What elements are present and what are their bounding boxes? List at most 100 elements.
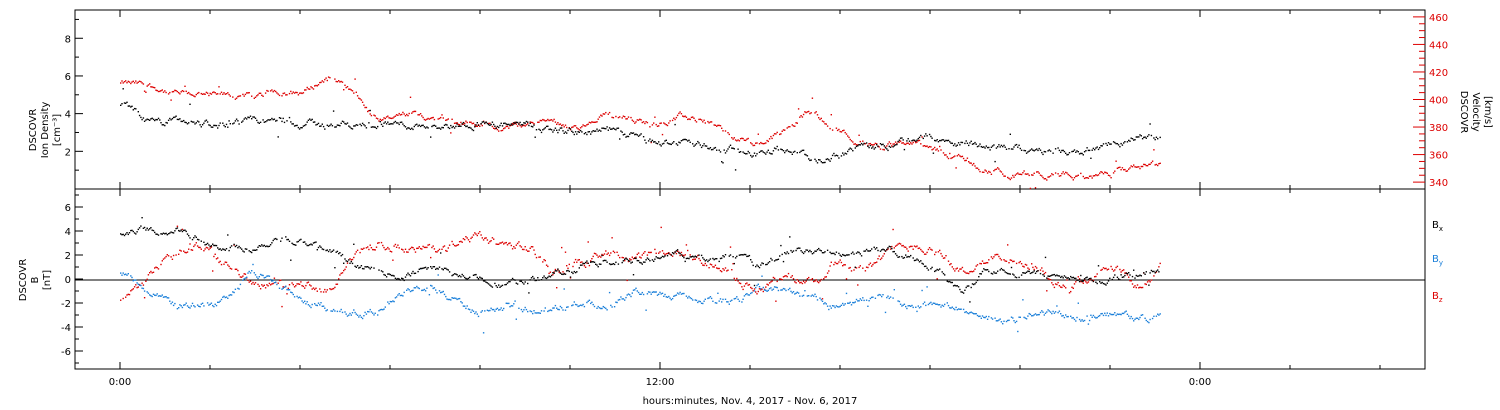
by-series-point (562, 309, 564, 311)
bx-series-point (621, 261, 623, 264)
density-series-point (348, 125, 350, 127)
bz-series-point (247, 279, 249, 281)
density-series-point (804, 153, 806, 156)
by-series-point (750, 292, 752, 295)
velocity-series-point (223, 92, 225, 94)
by-series-point (576, 304, 578, 306)
bz-series-point (661, 250, 664, 252)
density-series-point (417, 125, 419, 127)
bz-series-point (457, 244, 460, 246)
by-series-point (682, 292, 684, 295)
by-series-point (508, 302, 510, 305)
by-series-point (389, 300, 391, 303)
density-series-point (642, 136, 645, 138)
density-series-point (204, 120, 206, 122)
velocity-series-point (590, 122, 592, 124)
by-series-point (726, 301, 728, 303)
bx-series-point (411, 272, 413, 275)
by-series-point (839, 305, 841, 308)
by-series-point (288, 289, 291, 291)
bx-series-point (128, 232, 131, 234)
bz-series-point (398, 247, 400, 249)
velocity-series-point (767, 140, 769, 143)
velocity-series-point (794, 125, 796, 127)
bx-series-point (485, 281, 487, 283)
by-series-point (354, 311, 356, 314)
bx-series-point (1154, 272, 1156, 274)
density-series-point (443, 124, 446, 126)
bx-series-point (867, 250, 869, 252)
by-series-point (635, 287, 637, 289)
density-series-point (1029, 149, 1032, 151)
by-series-point (1111, 313, 1113, 316)
density-series-point (989, 149, 991, 151)
bz-series-point (965, 272, 967, 274)
velocity-series-point (825, 123, 827, 125)
by-series-point (1033, 314, 1035, 316)
by-series-point (903, 303, 906, 305)
by-series-point (811, 294, 814, 296)
density-series-point (840, 155, 843, 157)
density-series-point (300, 127, 302, 129)
density-series-point (692, 143, 694, 145)
density-series-point (1067, 153, 1069, 156)
velocity-series-point (1143, 163, 1145, 166)
velocity-series-point (974, 165, 976, 167)
bz-series-point (508, 242, 510, 245)
velocity-series-point (671, 119, 674, 122)
density-series-point (562, 130, 564, 132)
bx-series-point (351, 262, 354, 265)
by-series-point (591, 301, 593, 303)
density-series-point (819, 159, 821, 161)
bx-series-point (748, 254, 751, 257)
bx-series-point (634, 257, 636, 259)
velocity-series-point (542, 118, 544, 121)
velocity-series-point (673, 117, 675, 119)
bx-series-point (368, 266, 370, 269)
bx-series-point (1042, 274, 1044, 276)
by-series-point (393, 300, 395, 303)
density-series-point (857, 145, 859, 147)
density-series-point (934, 139, 936, 142)
velocity-series-point (423, 118, 426, 121)
bz-series-point (1072, 287, 1074, 289)
density-series-point (695, 143, 698, 145)
bz-series-point (968, 272, 970, 275)
by-series-point (271, 280, 273, 282)
bz-series-point (1138, 287, 1140, 289)
density-series-point (1133, 139, 1135, 141)
bz-series-point (543, 259, 545, 261)
velocity-series-point (864, 143, 867, 145)
bz-series-point (1010, 259, 1013, 262)
bz-series-point (867, 266, 869, 269)
by-series-point (665, 296, 667, 298)
bz-series-point (869, 262, 872, 264)
bz-series-point (830, 261, 832, 263)
bx-series-point (631, 261, 633, 263)
density-series-point (393, 121, 395, 124)
bx-series-point (815, 250, 817, 252)
density-series-point (935, 140, 937, 142)
bx-series-point (166, 234, 168, 236)
bx-series-point (505, 283, 507, 286)
bx-series-point (1105, 284, 1107, 286)
bz-series-point (561, 246, 563, 249)
bz-series-point (341, 272, 344, 274)
by-series-point (257, 277, 259, 280)
bx-series-point (1145, 271, 1147, 273)
by-series-point (952, 307, 955, 310)
bx-series-point (241, 248, 243, 250)
by-series-point (394, 297, 397, 299)
bz-series-point (717, 267, 719, 270)
by-series-point (325, 310, 327, 312)
density-series-point (716, 149, 718, 151)
velocity-series-point (406, 113, 408, 116)
bx-series-point (816, 249, 819, 251)
bz-series-point (966, 272, 969, 274)
density-series-point (908, 140, 911, 142)
velocity-series-point (1031, 174, 1033, 176)
bx-series-point (572, 272, 574, 275)
bx-series-point (659, 257, 661, 260)
bz-series-point (272, 282, 274, 285)
bx-series-point (641, 263, 643, 265)
